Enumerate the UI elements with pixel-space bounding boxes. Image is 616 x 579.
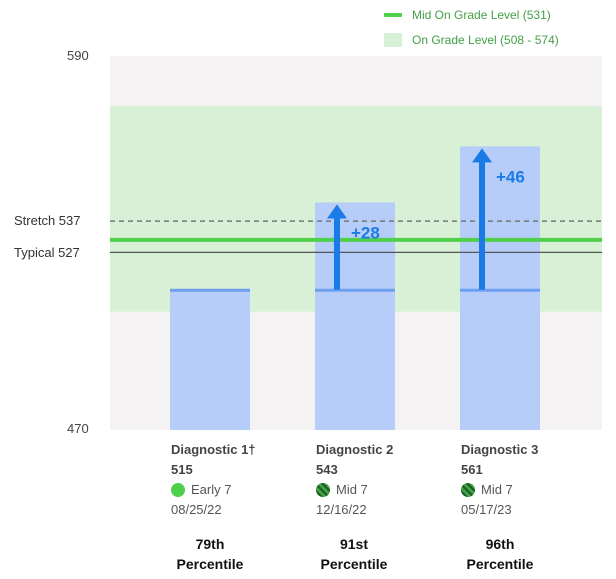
diagnostic-date: 08/25/22	[171, 502, 222, 517]
diagnostic-date: 05/17/23	[461, 502, 512, 517]
growth-label-2: +28	[351, 223, 380, 242]
percentile-word: Percentile	[320, 556, 388, 572]
diagnostic-level: Mid 7	[461, 480, 591, 500]
percentile-rank: 96th	[485, 536, 515, 552]
growth-arrow-head-3	[472, 148, 492, 163]
percentile-rank: 79th	[195, 536, 225, 552]
growth-label-3: +46	[496, 167, 525, 186]
growth-chart: +28 +46	[110, 56, 602, 430]
diagnostic-info-1: Diagnostic 1† 515 Early 7 08/25/22	[171, 440, 301, 520]
typical-label: Typical 527	[14, 245, 80, 260]
stretch-label: Stretch 537	[14, 213, 81, 228]
baseline-marker-1	[170, 288, 250, 292]
solid-green-dot-icon	[171, 483, 185, 497]
diagnostic-info-2: Diagnostic 2 543 Mid 7 12/16/22	[316, 440, 446, 520]
percentile-word: Percentile	[176, 556, 244, 572]
legend-on-grade-band: On Grade Level (508 - 574)	[384, 33, 559, 47]
y-tick-top: 590	[67, 48, 89, 63]
diagnostic-name: Diagnostic 3	[461, 442, 539, 457]
diagnostic-level: Early 7	[171, 480, 301, 500]
percentile-3: 96th Percentile	[450, 534, 550, 574]
diagnostic-score: 515	[171, 462, 193, 477]
percentile-2: 91st Percentile	[304, 534, 404, 574]
legend-line-swatch	[384, 13, 402, 17]
legend-mid-label: Mid On Grade Level (531)	[412, 8, 551, 22]
percentile-rank: 91st	[339, 536, 369, 552]
baseline-marker-2	[315, 288, 395, 292]
diagnostic-level-label: Mid 7	[336, 482, 368, 497]
hatched-green-dot-icon	[461, 483, 475, 497]
bar-diagnostic-3	[460, 146, 540, 430]
diagnostic-info-3: Diagnostic 3 561 Mid 7 05/17/23	[461, 440, 591, 520]
growth-arrow-head-2	[327, 204, 347, 219]
diagnostic-level: Mid 7	[316, 480, 446, 500]
baseline-marker-3	[460, 288, 540, 292]
y-tick-bottom: 470	[67, 421, 89, 436]
legend-mid-on-grade: Mid On Grade Level (531)	[384, 8, 551, 22]
bar-diagnostic-1	[170, 289, 250, 430]
diagnostic-score: 543	[316, 462, 338, 477]
percentile-word: Percentile	[466, 556, 534, 572]
diagnostic-level-label: Early 7	[191, 482, 232, 497]
legend-band-swatch	[384, 33, 402, 47]
legend-band-label: On Grade Level (508 - 574)	[412, 33, 559, 47]
diagnostic-level-label: Mid 7	[481, 482, 513, 497]
diagnostic-date: 12/16/22	[316, 502, 367, 517]
diagnostic-name: Diagnostic 2	[316, 442, 394, 457]
percentile-1: 79th Percentile	[160, 534, 260, 574]
hatched-green-dot-icon	[316, 483, 330, 497]
diagnostic-name: Diagnostic 1†	[171, 442, 256, 457]
diagnostic-score: 561	[461, 462, 483, 477]
